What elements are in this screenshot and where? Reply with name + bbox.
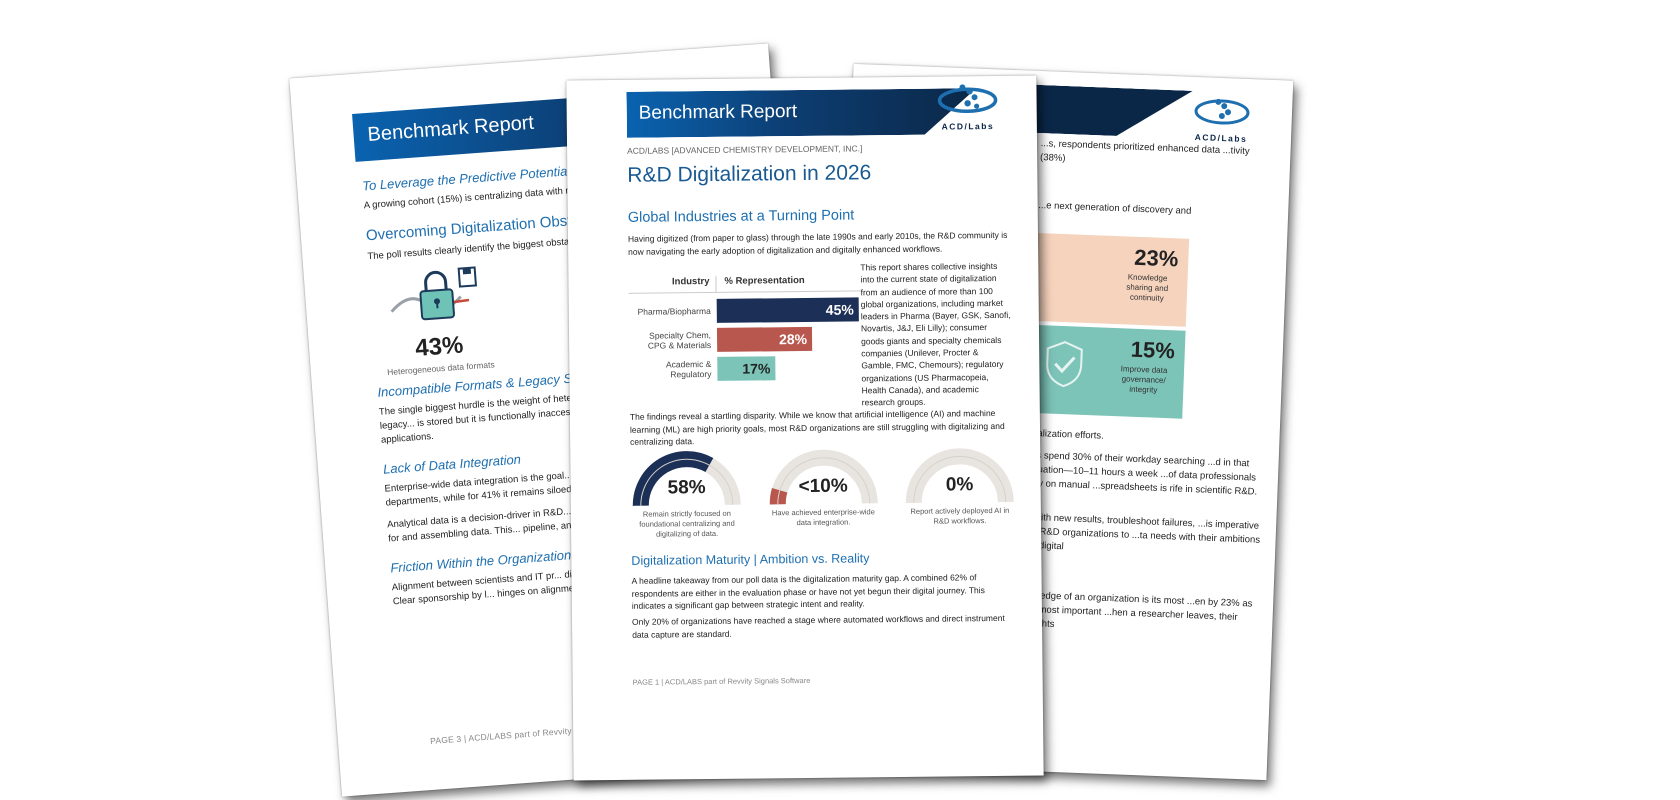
chart-row: Specialty Chem, CPG & Materials 28%	[629, 323, 861, 354]
gauge-row: 58% Remain strictly focused on foundatio…	[630, 446, 1016, 540]
shield-check-icon	[1046, 341, 1083, 388]
gauge-integration: <10% Have achieved enterprise-wide data …	[767, 447, 880, 538]
column-header-representation: % Representation	[724, 274, 805, 287]
maturity-paragraph-1: A headline takeaway from our poll data i…	[631, 572, 985, 611]
molecule-logo-icon	[1194, 98, 1250, 125]
company-name: ACD/LABS [ADVANCED CHEMISTRY DEVELOPMENT…	[627, 143, 863, 156]
infographic-governance-panel: 15% Improve data governance/ integrity	[1030, 324, 1186, 419]
lock-cables-icon	[369, 263, 503, 334]
bar-academic: 17%	[717, 355, 776, 381]
gauge-caption: Report actively deployed AI in R&D workf…	[910, 505, 1010, 526]
bar-label: Pharma/Biopharma	[637, 305, 711, 317]
chart-row: Pharma/Biopharma 45%	[629, 294, 861, 325]
industry-representation-chart: Industry % Representation Pharma/Biophar…	[628, 274, 861, 386]
banner-title: Benchmark Report	[366, 111, 535, 146]
logo-text: ACD/Labs	[941, 121, 995, 132]
section-heading-turning-point: Global Industries at a Turning Point	[627, 207, 855, 226]
infographic-value: 23%	[1133, 244, 1179, 272]
gauge-value: 0%	[945, 474, 974, 496]
banner-title: Benchmark Report	[638, 101, 798, 124]
acd-labs-logo: ACD/Labs	[1191, 93, 1253, 144]
infographic-knowledge-panel: 23% Knowledge sharing and continuity	[1033, 232, 1190, 327]
section-heading-maturity: Digitalization Maturity | Ambition vs. R…	[631, 551, 870, 568]
intro-paragraph: Having digitized (from paper to glass) t…	[627, 229, 1008, 257]
infographic-caption: Knowledge sharing and continuity	[1126, 272, 1169, 303]
bar-label: Academic & Regulatory	[665, 358, 712, 379]
gauge-centralizing: 58% Remain strictly focused on foundatio…	[630, 449, 743, 540]
bar-specialty-chem: 28%	[716, 326, 813, 352]
bar-pharma: 45%	[716, 296, 859, 323]
gauge-caption: Remain strictly focused on foundational …	[639, 508, 735, 539]
gauge-arc-10	[769, 449, 878, 505]
audience-paragraph: This report shares collective insights i…	[860, 260, 1011, 408]
document-title: R&D Digitalization in 2026	[627, 161, 872, 187]
priorities-infographic: 23% Knowledge sharing and continuity 15%…	[1030, 232, 1190, 419]
chart-header: Industry % Representation	[628, 274, 861, 294]
page-banner: Benchmark Report	[626, 88, 976, 138]
gauge-arc-0	[905, 448, 1014, 504]
chart-row: Academic & Regulatory 17%	[629, 352, 861, 383]
column-header-industry: Industry	[628, 275, 717, 293]
gauge-ai-deployed: 0% Report actively deployed AI in R&D wo…	[903, 446, 1016, 537]
gauge-value: 58%	[667, 477, 706, 499]
infographic-caption: Improve data governance/ integrity	[1120, 364, 1168, 395]
gauge-arc-58	[632, 451, 741, 506]
stat-heterogeneous-formats: 43% Heterogeneous data formats	[369, 263, 506, 379]
infographic-value: 15%	[1130, 336, 1176, 364]
bar-label: Specialty Chem, CPG & Materials	[647, 329, 712, 351]
page-footer: PAGE 1 | ACD/LABS part of Revvity Signal…	[632, 675, 811, 687]
molecule-logo-icon	[937, 84, 998, 114]
acd-labs-logo: ACD/Labs	[932, 80, 1003, 133]
findings-paragraph: The findings reveal a startling disparit…	[629, 408, 1005, 447]
gauge-caption: Have achieved enterprise-wide data integ…	[771, 507, 875, 528]
report-page-2: ACD/Labs ...s, respondents prioritized e…	[826, 63, 1294, 781]
maturity-paragraph-2: Only 20% of organizations have reached a…	[631, 612, 1005, 640]
report-page-1: Benchmark Report ACD/Labs ACD/LABS [ADVA…	[566, 75, 1044, 781]
gauge-value: <10%	[798, 475, 848, 498]
